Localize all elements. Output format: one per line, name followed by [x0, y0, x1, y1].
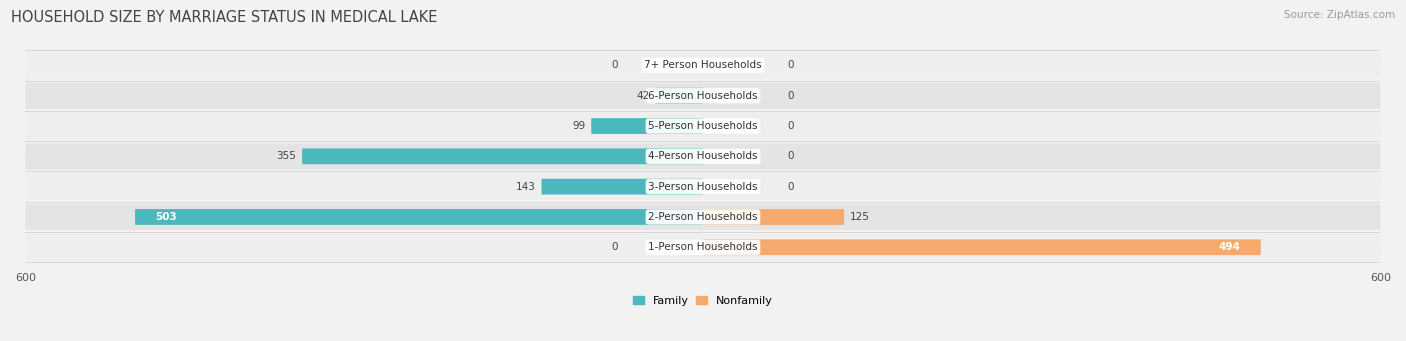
- Text: 0: 0: [787, 121, 794, 131]
- Text: 42: 42: [637, 91, 650, 101]
- Text: 0: 0: [787, 91, 794, 101]
- Text: 4-Person Households: 4-Person Households: [648, 151, 758, 161]
- FancyBboxPatch shape: [25, 143, 1381, 169]
- Legend: Family, Nonfamily: Family, Nonfamily: [628, 291, 778, 310]
- FancyBboxPatch shape: [703, 239, 1261, 255]
- Text: 494: 494: [1219, 242, 1240, 252]
- Text: 7+ Person Households: 7+ Person Households: [644, 60, 762, 70]
- Text: 3-Person Households: 3-Person Households: [648, 182, 758, 192]
- FancyBboxPatch shape: [25, 53, 1381, 78]
- Text: 0: 0: [787, 182, 794, 192]
- Text: 1-Person Households: 1-Person Households: [648, 242, 758, 252]
- FancyBboxPatch shape: [541, 179, 703, 194]
- FancyBboxPatch shape: [25, 113, 1381, 139]
- FancyBboxPatch shape: [25, 83, 1381, 109]
- FancyBboxPatch shape: [302, 148, 703, 164]
- Text: 0: 0: [612, 60, 619, 70]
- FancyBboxPatch shape: [655, 88, 703, 104]
- Text: Source: ZipAtlas.com: Source: ZipAtlas.com: [1284, 10, 1395, 20]
- FancyBboxPatch shape: [591, 118, 703, 134]
- Text: 5-Person Households: 5-Person Households: [648, 121, 758, 131]
- FancyBboxPatch shape: [25, 234, 1381, 260]
- Text: 99: 99: [572, 121, 585, 131]
- Text: 0: 0: [612, 242, 619, 252]
- Text: 355: 355: [277, 151, 297, 161]
- FancyBboxPatch shape: [703, 209, 844, 225]
- Text: 2-Person Households: 2-Person Households: [648, 212, 758, 222]
- Text: 125: 125: [849, 212, 870, 222]
- Text: 6-Person Households: 6-Person Households: [648, 91, 758, 101]
- Text: HOUSEHOLD SIZE BY MARRIAGE STATUS IN MEDICAL LAKE: HOUSEHOLD SIZE BY MARRIAGE STATUS IN MED…: [11, 10, 437, 25]
- Text: 503: 503: [155, 212, 177, 222]
- Text: 143: 143: [516, 182, 536, 192]
- FancyBboxPatch shape: [135, 209, 703, 225]
- Text: 0: 0: [787, 60, 794, 70]
- FancyBboxPatch shape: [25, 204, 1381, 230]
- Text: 0: 0: [787, 151, 794, 161]
- FancyBboxPatch shape: [25, 174, 1381, 200]
